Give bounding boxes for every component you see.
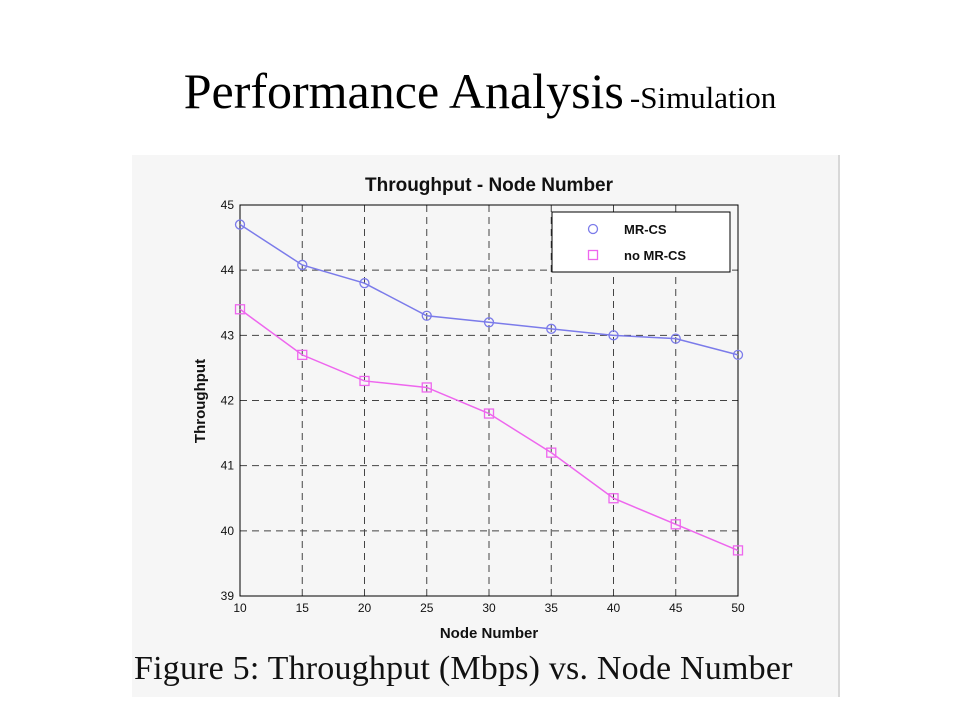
data-point: [359, 375, 370, 387]
x-tick-label: 40: [607, 601, 621, 615]
axis-ticks: 10 15 20 25 30 35 40 45 50 39 40 41 42 43 44 45: [221, 198, 745, 615]
data-point: [234, 304, 246, 315]
data-point: [234, 219, 246, 230]
y-tick-label: 42: [221, 394, 235, 408]
y-tick-label: 41: [221, 459, 235, 473]
legend-marker-square: [587, 249, 599, 261]
figure-panel: Throughput - Node Number 10 15 20 25 30 35 40 4…: [132, 155, 840, 697]
y-axis-label: Throughput: [192, 359, 209, 443]
data-point: [546, 323, 557, 334]
data-point: [608, 493, 619, 504]
series: [234, 219, 744, 556]
slide-title-subtitle: -Simulation: [629, 80, 777, 115]
data-point: [732, 349, 744, 361]
data-point: [546, 447, 557, 458]
x-tick-label: 45: [669, 601, 683, 615]
x-tick-label: 10: [233, 601, 247, 615]
legend-box: [551, 211, 731, 273]
legend: MR-CS no MR-CS: [551, 211, 731, 273]
slide-title-main: Performance Analysis: [183, 63, 624, 119]
figure-caption: Figure 5: Throughput (Mbps) vs. Node Num…: [134, 650, 793, 687]
plot-frame: [239, 204, 739, 597]
x-tick-label: 50: [731, 601, 745, 615]
data-point: [297, 349, 308, 361]
x-tick-label: 35: [545, 601, 559, 615]
legend-label: no MR-CS: [624, 248, 686, 263]
y-tick-label: 40: [221, 524, 235, 538]
y-tick-label: 39: [221, 589, 235, 603]
x-tick-label: 15: [296, 601, 310, 615]
legend-marker-circle: [587, 223, 599, 235]
data-point: [670, 519, 681, 530]
y-tick-label: 45: [221, 198, 235, 212]
legend-label: MR-CS: [624, 222, 667, 237]
data-point: [359, 278, 370, 289]
data-point: [670, 333, 681, 344]
data-point: [421, 382, 432, 393]
x-axis-label: Node Number: [440, 625, 539, 642]
data-point: [732, 545, 744, 556]
x-tick-label: 25: [420, 601, 434, 615]
data-point: [608, 330, 619, 341]
data-point: [421, 310, 432, 321]
data-point: [483, 317, 495, 328]
series-line-1: [239, 223, 739, 356]
slide-title: Performance Analysis -Simulation: [0, 62, 960, 120]
chart-title: Throughput - Node Number: [365, 175, 614, 196]
data-point: [297, 259, 308, 271]
throughput-chart: Throughput - Node Number 10 15 20 25 30 35 40 4…: [192, 175, 745, 642]
y-tick-label: 43: [221, 328, 235, 342]
y-tick-label: 44: [221, 263, 235, 277]
series-line-2: [239, 308, 739, 552]
data-point: [483, 408, 495, 419]
x-tick-label: 30: [482, 601, 496, 615]
x-tick-label: 20: [358, 601, 372, 615]
